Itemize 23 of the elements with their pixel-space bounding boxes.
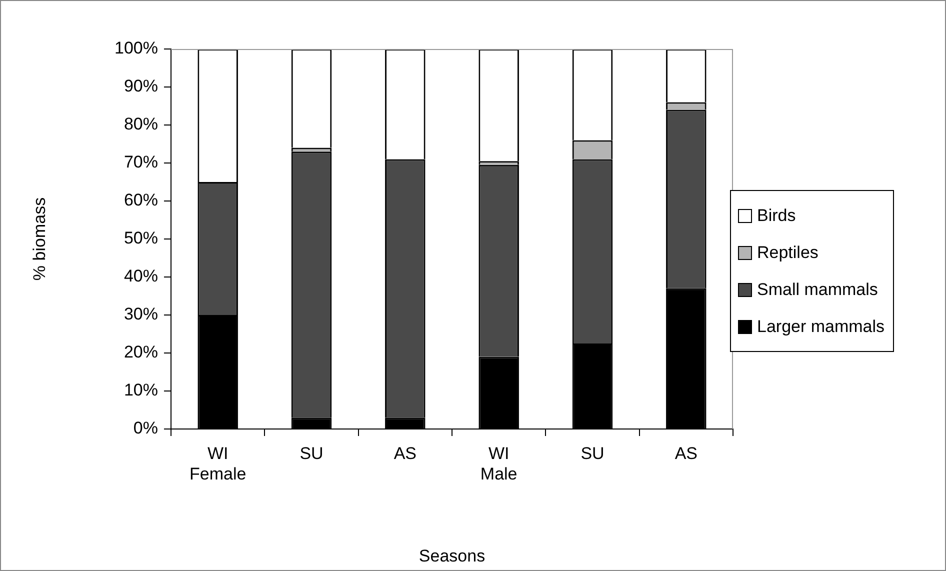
x-tick-label: SU: [580, 444, 604, 463]
x-axis-title: Seasons: [418, 546, 486, 566]
x-tick-label: WI Female: [189, 444, 246, 484]
legend-label: Birds: [757, 206, 796, 226]
y-tick-label: 20%: [124, 342, 158, 362]
y-tick-label: 90%: [124, 76, 158, 96]
legend-label: Reptiles: [757, 242, 818, 262]
y-tick-label: 10%: [124, 380, 158, 400]
x-tick-label: AS: [674, 444, 698, 463]
x-tick-label: SU: [300, 444, 324, 463]
y-tick-label: 50%: [124, 228, 158, 248]
x-tick-label: WI Male: [480, 444, 518, 484]
y-tick-label: 60%: [124, 190, 158, 210]
x-tick-label: AS: [394, 444, 417, 463]
y-tick-label: 30%: [124, 304, 158, 324]
y-tick-label: 100%: [114, 38, 158, 58]
y-tick-label: 0%: [133, 418, 158, 438]
legend-label: Larger mammals: [757, 316, 885, 336]
y-axis-title: % biomass: [30, 197, 49, 281]
y-tick-label: 80%: [124, 114, 158, 134]
y-tick-label: 40%: [124, 266, 158, 286]
legend-label: Small mammals: [757, 280, 878, 300]
y-tick-label: 70%: [124, 152, 158, 172]
